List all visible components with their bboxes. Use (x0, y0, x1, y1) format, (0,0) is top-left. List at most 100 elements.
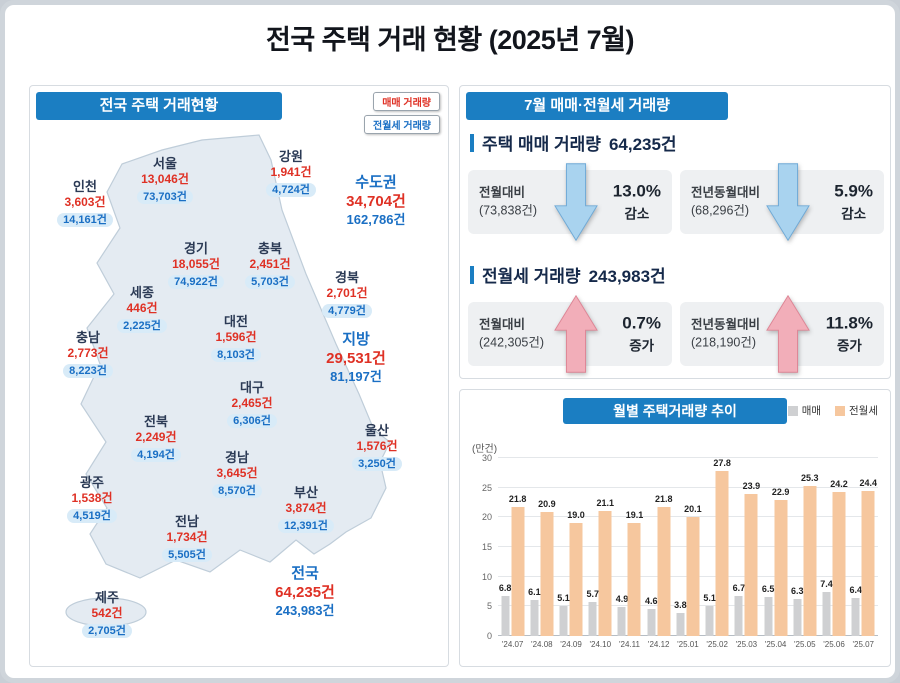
rent-mom-box: 전월대비 (242,305건) 0.7% 증가 (468, 294, 672, 373)
map-region-jeonnam: 전남 1,734건 5,505건 (137, 514, 237, 563)
rent-mom-pct: 0.7% (622, 313, 661, 333)
sale-yoy-direction: 감소 (841, 206, 867, 222)
rent-bar: 24.2 (830, 479, 848, 636)
rent-mom-direction: 증가 (629, 338, 655, 354)
map-region-gyeonggi: 경기 18,055건 74,922건 (146, 241, 246, 290)
gridline (498, 486, 878, 488)
sale-change-row: 전월대비 (73,838건) 13.0% 감소 전년동월대비 (68,296건) (468, 163, 884, 242)
x-tick-label: '25.04 (764, 640, 787, 649)
rent-total-value: 243,983건 (588, 267, 666, 286)
rent-yoy-pct: 11.8% (825, 313, 873, 333)
y-tick-label: 25 (481, 482, 492, 493)
summary-panel-header: 7월 매매·전월세 거래량 (466, 92, 728, 120)
sale-bar-value: 6.8 (498, 582, 512, 593)
sale-bar-value: 4.9 (615, 593, 629, 604)
bar-group: 4.6 21.8 '24.12 (644, 458, 673, 649)
bar-pair: 7.4 24.2 (820, 458, 848, 636)
rent-bar-value: 24.4 (859, 478, 877, 489)
sale-mom-base: (73,838건) (479, 203, 538, 217)
chart-plot: 0 5 10 15 20 25 30 6.8 21.8 '24.07 6.1 20.9 '24.08 5… (482, 453, 878, 649)
bar-pair: 5.1 19.0 (557, 458, 585, 636)
rent-bar: 25.3 (801, 473, 819, 636)
rent-bar-value: 21.8 (654, 493, 673, 504)
rent-bar-value: 23.9 (742, 481, 761, 492)
rent-bar-value: 21.1 (596, 497, 615, 508)
x-tick-label: '24.07 (501, 640, 524, 649)
bar-pair: 4.6 21.8 (645, 458, 673, 636)
up-arrow-icon (766, 294, 811, 373)
accent-bar (470, 265, 474, 284)
x-tick-label: '25.03 (735, 640, 758, 649)
sale-total-value: 64,235건 (608, 135, 677, 154)
sale-bar-value: 6.3 (791, 585, 804, 596)
rent-bar: 24.4 (859, 478, 877, 636)
rent-mom-label: 전월대비 (479, 317, 526, 332)
sale-yoy-label: 전년동월대비 (691, 185, 761, 200)
bar-pair: 3.8 20.1 (674, 458, 702, 636)
map-region-national-total: 전국 64,235건 243,983건 (275, 565, 335, 618)
map-region-chungnam: 충남 2,773건 8,223건 (38, 330, 138, 379)
map-region-sejong: 세종 446건 2,225건 (92, 285, 192, 334)
map-region-capital-area: 수도권 34,704건 162,786건 (346, 174, 406, 227)
rent-change-row: 전월대비 (242,305건) 0.7% 증가 전년동월대비 (218,190건… (468, 294, 884, 373)
y-tick-label: 0 (486, 631, 492, 641)
y-tick-label: 30 (481, 453, 492, 463)
y-axis-unit-label: (만건) (472, 444, 498, 455)
sale-yoy-base: (68,296건) (691, 203, 750, 217)
map-region-jeju: 제주 542건 2,705건 (57, 590, 157, 639)
rent-bar: 19.0 (567, 510, 585, 636)
gridline (498, 457, 878, 458)
sale-legend-chip: 매매 거래량 (373, 92, 440, 111)
bar-group: 6.4 24.4 '25.07 (849, 458, 878, 649)
y-tick-label: 20 (481, 512, 492, 523)
x-tick-label: '24.09 (560, 640, 582, 649)
bar-pair: 6.3 25.3 (791, 458, 819, 636)
bar-group: 5.1 19.0 '24.09 (557, 458, 586, 649)
x-tick-label: '25.05 (794, 640, 816, 649)
rent-bar: 21.8 (509, 494, 526, 636)
bar-group: 6.5 22.9 '25.04 (761, 458, 790, 649)
bar-pair: 4.9 19.1 (615, 458, 643, 636)
sale-yoy-pct: 5.9% (834, 181, 873, 201)
rent-bar-value: 25.3 (801, 472, 819, 483)
bar-group: 6.7 23.9 '25.03 (732, 458, 761, 649)
sale-bar: 7.4 (820, 579, 833, 636)
sale-mom-box: 전월대비 (73,838건) 13.0% 감소 (468, 163, 672, 242)
rent-swatch-icon (835, 405, 846, 416)
sale-bar: 6.3 (791, 586, 804, 636)
x-tick-label: '25.02 (706, 640, 728, 649)
map-panel: 전국 주택 거래현황 매매 거래량 전월세 거래량 서울 13,046건 73,… (29, 85, 449, 667)
sale-bar-value: 5.7 (586, 589, 600, 600)
sale-bar-value: 6.4 (849, 585, 862, 596)
rent-bar-value: 21.8 (508, 493, 527, 504)
rent-legend-chip: 전월세 거래량 (364, 115, 440, 134)
bar-group: 6.8 21.8 '24.07 (498, 458, 527, 649)
bar-pair: 5.1 27.8 (703, 458, 731, 636)
chart-panel: 월별 주택거래량 추이 매매 전월세 (만건) 0 5 10 15 20 25 30 6.8… (459, 389, 891, 667)
x-tick-label: '24.10 (589, 640, 612, 649)
map-region-ulsan: 울산 1,576건 3,250건 (327, 423, 427, 472)
bar-pair: 6.5 22.9 (762, 458, 789, 636)
sale-yoy-box: 전년동월대비 (68,296건) 5.9% 감소 (680, 163, 884, 242)
chart-bars: 6.8 21.8'24.07 6.1 20.9'24.08 5.1 19.0'24.09 5… (498, 458, 878, 649)
sale-mom-label: 전월대비 (479, 185, 526, 200)
x-tick-label: '24.11 (619, 640, 640, 649)
sale-bar-value: 5.1 (703, 592, 716, 603)
sale-bar-value: 6.5 (761, 584, 775, 595)
map-region-gyeongbuk: 경북 2,701건 4,779건 (297, 270, 397, 319)
legend-sale-label: 매매 (801, 405, 822, 417)
chart-panel-header: 월별 주택거래량 추이 (563, 398, 787, 424)
map-region-busan: 부산 3,874건 12,391건 (256, 485, 356, 534)
rent-bar-value: 27.8 (713, 458, 731, 469)
sale-bar: 6.1 (528, 587, 541, 636)
y-tick-label: 15 (481, 542, 492, 552)
sale-bar: 6.5 (762, 584, 774, 636)
bar-pair: 6.7 23.9 (733, 458, 761, 636)
down-arrow-icon (766, 163, 811, 242)
rent-bar-value: 20.1 (684, 503, 702, 514)
bar-group: 6.3 25.3 '25.05 (790, 458, 819, 649)
rent-yoy-base: (218,190건) (691, 335, 757, 349)
rent-bar: 20.9 (538, 499, 556, 636)
legend-rent-label: 전월세 (849, 405, 878, 417)
legend-item-rent: 전월세 (835, 403, 878, 418)
